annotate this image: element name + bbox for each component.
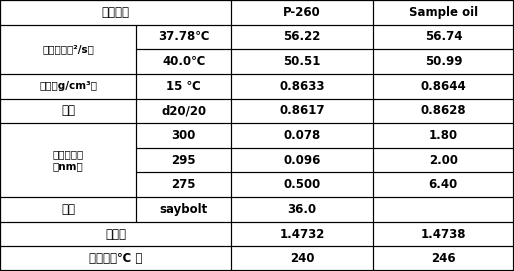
Bar (0, 197, 136, 222)
Text: 密度【g/cm³】: 密度【g/cm³】 (39, 81, 97, 91)
Bar (0, 74, 136, 99)
Bar (136, 49, 231, 74)
Bar (231, 74, 373, 99)
Text: 1.4732: 1.4732 (279, 228, 325, 241)
Text: 引火点【℃ 】: 引火点【℃ 】 (89, 252, 142, 265)
Text: 动粘度【㎜²/s】: 动粘度【㎜²/s】 (42, 44, 94, 54)
Bar (136, 123, 231, 148)
Text: 0.078: 0.078 (283, 129, 321, 142)
Bar (373, 25, 514, 49)
Bar (136, 148, 231, 172)
Bar (373, 123, 514, 148)
Text: 紫外吸光度
【nm】: 紫外吸光度 【nm】 (52, 149, 84, 171)
Bar (231, 246, 373, 271)
Text: 屈折率: 屈折率 (105, 228, 126, 241)
Text: 0.8628: 0.8628 (420, 104, 466, 117)
Text: 300: 300 (172, 129, 196, 142)
Text: 0.8644: 0.8644 (420, 80, 466, 93)
Bar (231, 123, 373, 148)
Bar (231, 0, 373, 25)
Bar (136, 74, 231, 99)
Text: 295: 295 (172, 154, 196, 167)
Bar (0, 123, 136, 197)
Text: 色相: 色相 (61, 203, 75, 216)
Text: 15 ℃: 15 ℃ (167, 80, 201, 93)
Text: 2.00: 2.00 (429, 154, 458, 167)
Bar (231, 172, 373, 197)
Bar (231, 25, 373, 49)
Text: 6.40: 6.40 (429, 178, 458, 191)
Bar (136, 197, 231, 222)
Bar (373, 148, 514, 172)
Bar (136, 99, 231, 123)
Bar (373, 197, 514, 222)
Text: 240: 240 (290, 252, 314, 265)
Bar (0, 246, 231, 271)
Text: 275: 275 (172, 178, 196, 191)
Bar (373, 49, 514, 74)
Text: 1.80: 1.80 (429, 129, 458, 142)
Text: d20/20: d20/20 (161, 104, 206, 117)
Bar (373, 0, 514, 25)
Bar (136, 25, 231, 49)
Text: 56.74: 56.74 (425, 30, 462, 43)
Bar (231, 99, 373, 123)
Bar (0, 222, 231, 246)
Bar (0, 0, 231, 25)
Text: Sample oil: Sample oil (409, 6, 478, 19)
Text: 1.4738: 1.4738 (420, 228, 466, 241)
Text: 246: 246 (431, 252, 455, 265)
Text: 37.78℃: 37.78℃ (158, 30, 210, 43)
Text: 测定项目: 测定项目 (102, 6, 130, 19)
Text: 56.22: 56.22 (283, 30, 321, 43)
Text: 50.51: 50.51 (283, 55, 321, 68)
Bar (373, 99, 514, 123)
Text: 0.096: 0.096 (283, 154, 321, 167)
Text: 50.99: 50.99 (425, 55, 462, 68)
Text: 0.500: 0.500 (283, 178, 321, 191)
Bar (0, 25, 136, 74)
Bar (231, 222, 373, 246)
Text: 比重: 比重 (61, 104, 75, 117)
Bar (231, 49, 373, 74)
Bar (0, 99, 136, 123)
Bar (373, 246, 514, 271)
Text: 40.0℃: 40.0℃ (162, 55, 206, 68)
Text: 0.8633: 0.8633 (279, 80, 325, 93)
Text: saybolt: saybolt (160, 203, 208, 216)
Bar (373, 172, 514, 197)
Bar (231, 197, 373, 222)
Text: 36.0: 36.0 (287, 203, 317, 216)
Bar (136, 172, 231, 197)
Text: P-260: P-260 (283, 6, 321, 19)
Text: 0.8617: 0.8617 (279, 104, 325, 117)
Bar (373, 74, 514, 99)
Bar (373, 222, 514, 246)
Bar (231, 148, 373, 172)
